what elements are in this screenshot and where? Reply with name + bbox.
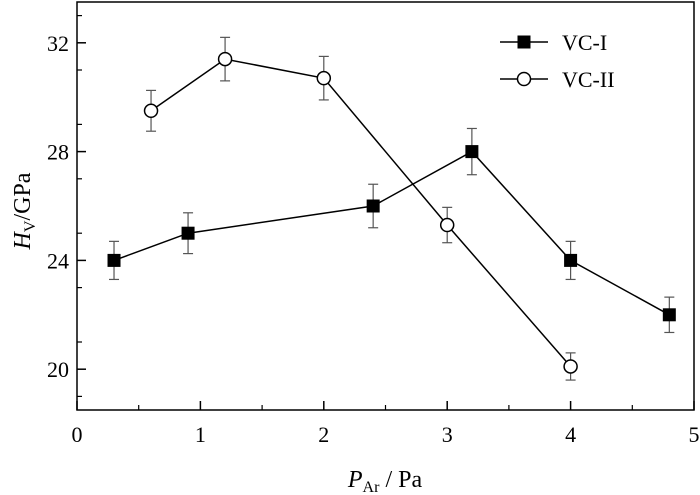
data-point (439, 217, 455, 233)
series-vc-ii (143, 36, 578, 381)
data-point (563, 359, 578, 374)
data-point (181, 226, 195, 240)
series-line-vc-i (113, 150, 670, 316)
x-tick-label: 2 (318, 422, 329, 447)
legend-label-vc-ii: VC-II (562, 67, 615, 92)
legend-label-vc-i: VC-I (562, 30, 607, 55)
data-point (564, 253, 578, 267)
x-tick-label: 5 (689, 422, 700, 447)
plot-frame (76, 1, 695, 411)
y-tick-label: 24 (47, 248, 69, 273)
legend-item-vc-ii: VC-II (500, 67, 615, 92)
x-tick-label: 3 (442, 422, 453, 447)
x-tick-label: 4 (565, 422, 576, 447)
axis-tick-labels: 0 1 2 3 4 5 20 24 28 32 (47, 31, 700, 447)
x-axis-title: PAr / Pa (347, 467, 423, 495)
series-layer (107, 36, 676, 381)
data-point (366, 199, 380, 213)
legend-marker-vc-ii (516, 71, 532, 87)
y-tick-label: 32 (47, 31, 69, 56)
data-point (107, 253, 121, 267)
data-point (662, 308, 676, 322)
series-line-vc-ii (150, 58, 572, 367)
legend: VC-I VC-II (500, 30, 615, 92)
data-point (217, 51, 233, 67)
legend-marker-vc-i (517, 35, 531, 49)
data-point (316, 70, 332, 86)
data-point (465, 145, 479, 159)
axis-ticks (76, 15, 695, 410)
y-tick-label: 20 (47, 357, 69, 382)
x-tick-label: 0 (72, 422, 83, 447)
series-vc-i (107, 127, 676, 334)
y-axis-title: HV/GPa (10, 172, 39, 250)
y-tick-label: 28 (47, 140, 69, 165)
legend-item-vc-i: VC-I (500, 30, 607, 55)
x-tick-label: 1 (195, 422, 206, 447)
data-point (143, 103, 159, 119)
